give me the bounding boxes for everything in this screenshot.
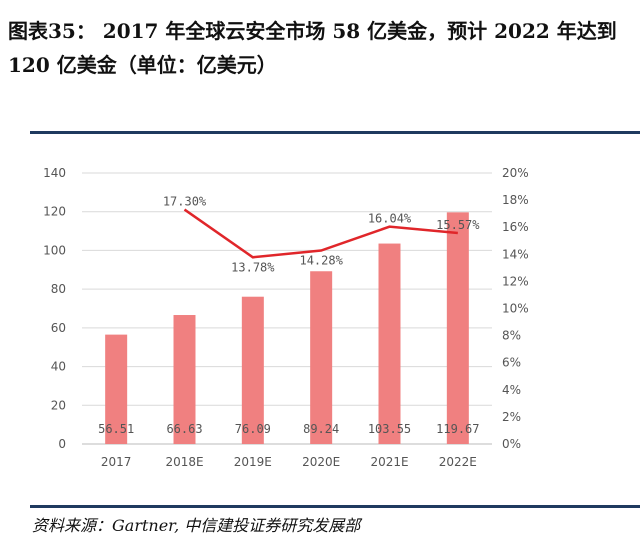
chart-title: 图表35： 2017 年全球云安全市场 58 亿美金，预计 2022 年达到 1… <box>8 19 617 77</box>
y-left-tick-label: 20 <box>51 398 66 412</box>
y-left-tick-label: 120 <box>43 205 66 219</box>
bar <box>446 212 469 444</box>
bar-value-label: 56.51 <box>98 422 134 436</box>
y-left-tick-label: 60 <box>51 321 66 335</box>
growth-value-label: 14.28% <box>299 254 343 268</box>
bar <box>310 271 333 444</box>
y-left-tick-label: 0 <box>58 437 66 451</box>
x-tick-label: 2018E <box>165 455 203 469</box>
growth-value-label: 13.78% <box>231 260 275 274</box>
bar-value-label: 66.63 <box>166 422 202 436</box>
y-right-tick-label: 8% <box>502 329 521 343</box>
source-note: 资料来源：Gartner, 中信建投证券研究发展部 <box>32 516 361 535</box>
y-right-tick-label: 20% <box>502 166 529 180</box>
y-right-tick-label: 4% <box>502 383 521 397</box>
y-left-tick-label: 80 <box>51 282 66 296</box>
bar-value-label: 119.67 <box>436 422 479 436</box>
bar-value-label: 103.55 <box>368 422 411 436</box>
growth-value-label: 16.04% <box>368 212 412 226</box>
y-right-tick-label: 6% <box>502 356 521 370</box>
bottom-divider <box>30 505 640 508</box>
bar <box>173 315 196 444</box>
growth-value-label: 15.57% <box>436 218 480 232</box>
bar <box>378 243 401 444</box>
bar-value-label: 89.24 <box>303 422 339 436</box>
growth-line <box>183 208 458 259</box>
chart-area: 0 20 40 60 80 100 120 140 0% 2% 4% 6% 8% 10% 12% 14% 16%… <box>43 166 529 469</box>
bar <box>241 296 264 444</box>
y-right-tick-label: 2% <box>502 410 521 424</box>
y-right-tick-label: 18% <box>502 193 529 207</box>
x-tick-label: 2017 <box>101 455 132 469</box>
y-right-tick-label: 10% <box>502 302 529 316</box>
y-right-tick-label: 14% <box>502 247 529 261</box>
y-left-tick-label: 100 <box>43 243 66 257</box>
y-right-tick-label: 0% <box>502 437 521 451</box>
x-tick-label: 2019E <box>234 455 272 469</box>
y-left-tick-label: 140 <box>43 166 66 180</box>
y-left-tick-label: 40 <box>51 360 66 374</box>
growth-value-label: 17.30% <box>163 195 207 209</box>
top-divider <box>30 131 640 134</box>
bar-value-label: 76.09 <box>235 422 271 436</box>
x-tick-label: 2020E <box>302 455 340 469</box>
x-tick-label: 2021E <box>370 455 408 469</box>
y-right-tick-label: 16% <box>502 220 529 234</box>
y-right-tick-label: 12% <box>502 274 529 288</box>
bar <box>105 334 128 444</box>
x-tick-label: 2022E <box>439 455 477 469</box>
